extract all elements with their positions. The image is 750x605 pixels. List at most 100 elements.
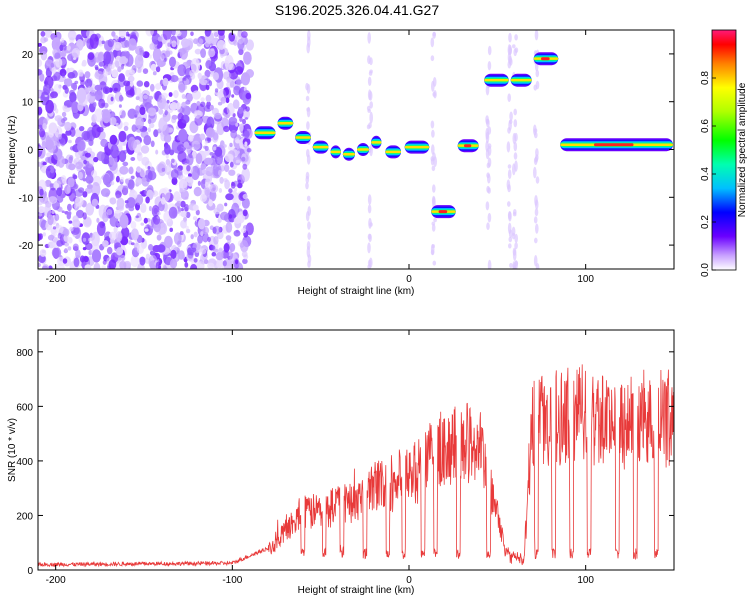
streak-speck [430, 120, 435, 129]
signal-segment [457, 139, 479, 153]
noise-speck [192, 204, 199, 211]
noise-speck [230, 181, 236, 189]
noise-speck [242, 193, 248, 200]
streak-speck [507, 93, 512, 102]
noise-speck [197, 180, 201, 186]
noise-speck [240, 72, 251, 86]
noise-speck [177, 112, 184, 122]
noise-speck [79, 126, 85, 132]
noise-speck [113, 41, 122, 51]
streak-speck [487, 173, 491, 184]
streak-speck [509, 58, 513, 66]
noise-speck [57, 256, 66, 267]
streak-speck [306, 154, 311, 165]
streak-speck [369, 257, 373, 268]
noise-speck [215, 252, 224, 261]
noise-speck [38, 124, 43, 130]
noise-speck [218, 188, 223, 193]
streak-speck [487, 259, 492, 269]
noise-speck [120, 176, 125, 183]
noise-speck [222, 112, 226, 116]
noise-speck [96, 217, 100, 223]
noise-speck [159, 222, 168, 235]
noise-speck [51, 247, 62, 259]
noise-speck [104, 159, 110, 165]
noise-speck [84, 71, 91, 79]
noise-speck [56, 187, 63, 197]
noise-speck [110, 144, 119, 159]
noise-speck [74, 80, 79, 85]
noise-speck [97, 53, 104, 62]
noise-speck [88, 237, 92, 242]
noise-speck [201, 169, 207, 174]
noise-speck [130, 255, 140, 267]
noise-speck [93, 156, 99, 163]
noise-speck [242, 209, 248, 217]
noise-speck [177, 64, 187, 77]
noise-speck [170, 169, 179, 180]
x-tick-label: -200 [46, 274, 66, 285]
noise-speck [228, 188, 233, 194]
streak-speck [512, 247, 517, 256]
noise-speck [200, 97, 205, 102]
noise-speck [203, 259, 209, 265]
noise-speck [203, 157, 213, 165]
noise-speck [66, 45, 71, 51]
noise-speck [171, 177, 178, 186]
noise-speck [128, 167, 134, 175]
noise-speck [242, 118, 246, 125]
noise-speck [209, 104, 214, 111]
noise-speck [161, 187, 171, 202]
noise-speck [204, 145, 209, 151]
noise-speck [106, 209, 113, 216]
noise-speck [193, 258, 198, 263]
noise-speck [190, 31, 194, 37]
noise-speck [227, 251, 234, 260]
noise-speck [46, 152, 52, 158]
noise-speck [176, 200, 181, 205]
streak-speck [307, 260, 311, 268]
noise-speck [44, 30, 53, 38]
noise-speck [54, 213, 60, 221]
streak-speck [369, 144, 373, 157]
signal-segment [371, 135, 382, 149]
noise-speck [73, 257, 80, 268]
noise-speck [241, 31, 248, 38]
signal-segment [484, 73, 509, 87]
noise-speck [200, 48, 207, 59]
noise-speck [119, 214, 129, 229]
streak-speck [507, 201, 511, 207]
noise-speck [53, 182, 60, 189]
noise-speck [38, 233, 42, 242]
noise-speck [225, 193, 234, 201]
noise-speck [131, 32, 136, 38]
noise-speck [48, 265, 53, 269]
noise-speck [224, 153, 234, 163]
noise-speck [163, 102, 169, 111]
noise-speck [101, 40, 106, 45]
noise-speck [73, 204, 78, 209]
noise-speck [211, 251, 217, 257]
noise-speck [205, 166, 214, 177]
noise-speck [233, 230, 241, 237]
noise-speck [85, 175, 94, 184]
noise-speck [129, 80, 134, 87]
streak-speck [431, 129, 435, 138]
noise-speck [152, 214, 161, 225]
streak-speck [306, 195, 311, 202]
noise-speck [199, 248, 207, 255]
noise-speck [60, 118, 66, 124]
noise-speck [185, 228, 191, 234]
noise-speck [91, 182, 101, 197]
noise-speck [186, 165, 191, 172]
noise-speck [110, 96, 114, 102]
noise-speck [145, 253, 151, 260]
streak-speck [507, 164, 512, 169]
noise-speck [84, 152, 91, 158]
y-tick-label: 0 [27, 566, 33, 577]
noise-speck [50, 165, 55, 174]
noise-speck [148, 54, 152, 59]
noise-speck [173, 232, 182, 245]
streak-speck [369, 111, 374, 124]
noise-speck [74, 189, 84, 197]
